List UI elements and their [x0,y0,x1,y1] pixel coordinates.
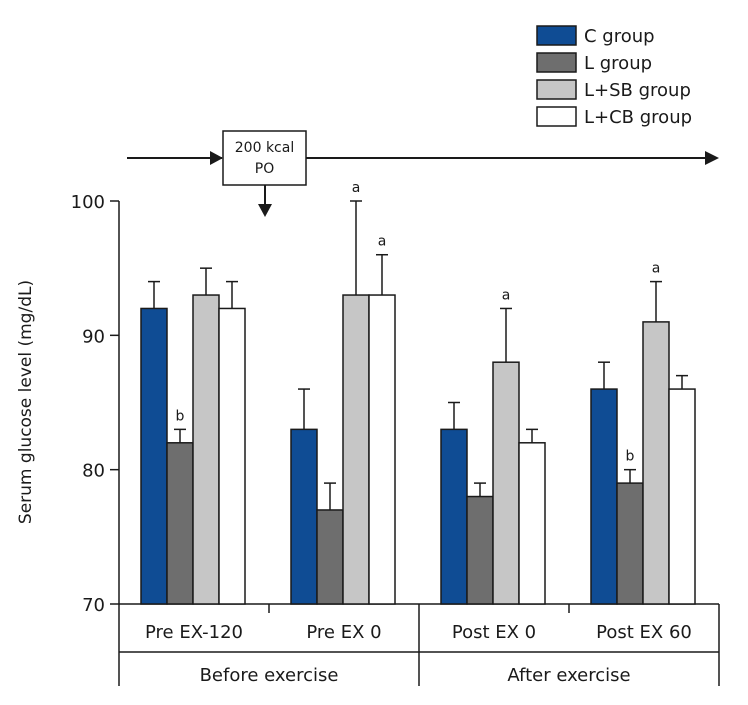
bar [140,307,168,605]
x-category-label: Pre EX 0 [306,622,381,643]
legend-label: L+CB group [584,107,692,128]
legend: C group L group L+SB group L+CB group [536,25,692,128]
bars: b a a a b a [140,180,696,605]
phase-group-label: After exercise [507,665,630,686]
bar [616,482,644,605]
significance-label: a [378,234,387,250]
timeline: 200 kcal PO [127,130,719,217]
significance-label: b [626,449,635,465]
x-category-label: Post EX 60 [596,622,692,643]
intervention-box [222,130,307,186]
bar [368,294,396,605]
x-categories: Pre EX-120 Pre EX 0 Post EX 0 Post EX 60 Bef… [118,604,720,686]
y-tick-label: 100 [71,192,105,213]
bar [492,361,520,605]
bar [590,388,618,605]
legend-swatch [536,79,577,100]
y-tick-label: 80 [82,461,105,482]
bar [518,442,546,605]
y-tick-label: 90 [82,326,105,347]
bar [316,509,344,605]
y-tick-label: 70 [82,595,105,616]
x-category-label: Pre EX-120 [145,622,243,643]
y-axis-label: Serum glucose level (mg/dL) [16,280,36,524]
legend-label: L group [584,53,652,74]
bar [466,495,494,605]
x-category-label: Post EX 0 [452,622,536,643]
bar [642,321,670,605]
significance-label: a [502,287,511,303]
significance-label: a [652,261,661,277]
timeline-arrowhead-right [705,151,719,165]
bar [440,428,468,605]
intervention-down-arrowhead [258,204,272,217]
bar [668,388,696,605]
y-ticks: 70 80 90 100 [71,192,119,616]
intervention-line1: 200 kcal [235,140,294,156]
bar [290,428,318,605]
legend-swatch [536,25,577,46]
bar [218,307,246,605]
significance-label: b [176,408,185,424]
bar [192,294,220,605]
legend-label: L+SB group [584,80,691,101]
bar [166,442,194,605]
legend-label: C group [584,26,655,47]
timeline-arrowhead-left [210,151,223,165]
legend-swatch [536,106,577,127]
legend-swatch [536,52,577,73]
phase-group-label: Before exercise [200,665,339,686]
bar [342,294,370,605]
intervention-line2: PO [255,161,274,177]
significance-label: a [352,180,361,196]
